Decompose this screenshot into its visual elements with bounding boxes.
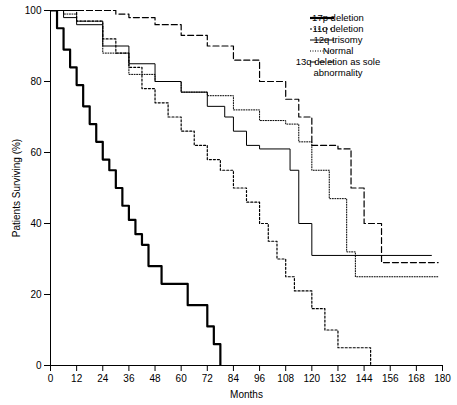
svg-text:Normal: Normal (323, 45, 354, 56)
svg-text:0: 0 (48, 373, 54, 384)
svg-text:13q deletion as sole: 13q deletion as sole (296, 56, 381, 67)
svg-text:72: 72 (202, 373, 214, 384)
svg-text:36: 36 (123, 373, 135, 384)
svg-text:80: 80 (30, 76, 42, 87)
svg-text:60: 60 (30, 147, 42, 158)
svg-text:0: 0 (36, 360, 42, 371)
svg-text:12q trisomy: 12q trisomy (313, 34, 362, 45)
svg-text:168: 168 (408, 373, 425, 384)
svg-text:100: 100 (25, 5, 42, 16)
svg-text:Patients Surviving (%): Patients Surviving (%) (11, 139, 22, 237)
svg-text:144: 144 (356, 373, 373, 384)
svg-text:60: 60 (176, 373, 188, 384)
svg-text:84: 84 (228, 373, 240, 384)
svg-text:156: 156 (382, 373, 399, 384)
svg-text:96: 96 (254, 373, 266, 384)
svg-text:108: 108 (277, 373, 294, 384)
svg-text:abnormality: abnormality (313, 67, 362, 78)
svg-text:120: 120 (303, 373, 320, 384)
svg-text:48: 48 (149, 373, 161, 384)
svg-text:Months: Months (230, 389, 263, 400)
svg-text:12: 12 (71, 373, 83, 384)
svg-text:132: 132 (330, 373, 347, 384)
svg-text:24: 24 (97, 373, 109, 384)
svg-text:40: 40 (30, 218, 42, 229)
svg-text:11q deletion: 11q deletion (312, 23, 363, 34)
svg-text:17p deletion: 17p deletion (312, 12, 364, 23)
svg-text:20: 20 (30, 289, 42, 300)
svg-text:180: 180 (434, 373, 451, 384)
